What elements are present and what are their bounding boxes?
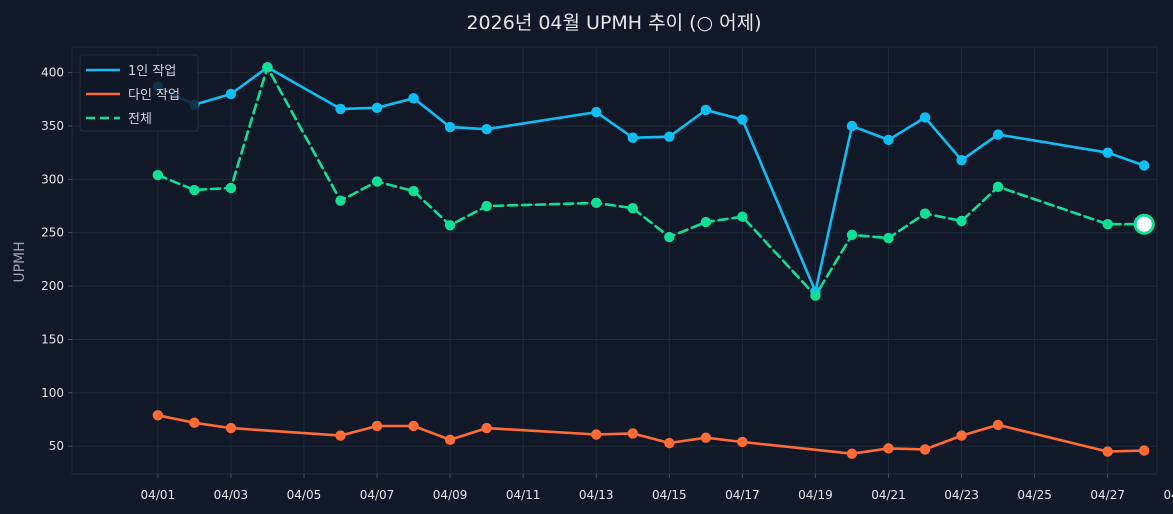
data-point [1102, 147, 1113, 158]
data-point [591, 197, 602, 209]
x-tick-label: 04/27 [1090, 488, 1125, 502]
data-point [335, 430, 346, 441]
data-point [956, 215, 967, 227]
data-point [627, 202, 638, 214]
data-point [371, 102, 383, 114]
legend-label-0: 1인 작업 [128, 64, 176, 79]
data-point [700, 104, 712, 116]
data-point [883, 134, 894, 146]
data-point [225, 422, 237, 434]
series-line-1 [156, 413, 1146, 456]
data-point [481, 422, 492, 434]
data-point [335, 195, 346, 206]
y-tick-label: 400 [41, 66, 64, 80]
data-point [883, 443, 894, 454]
x-tick-label: 04/01 [141, 488, 176, 502]
data-point [846, 229, 858, 241]
x-tick-label: 04/13 [579, 488, 614, 502]
data-point [481, 123, 492, 135]
data-point [810, 290, 821, 301]
data-point [627, 132, 638, 143]
data-point [919, 444, 931, 455]
data-point [919, 208, 931, 219]
x-tick-label: 04/11 [506, 488, 541, 502]
yesterday-highlight-marker [1133, 213, 1155, 235]
data-point [992, 181, 1004, 193]
x-tick-label: 04/05 [287, 488, 322, 502]
axes: 50 100 150 200 250 300 350 400 04/01 04/03 04/05 04… [41, 66, 1173, 502]
x-tick-label: 04/23 [944, 488, 979, 502]
y-tick-label: 250 [41, 226, 64, 240]
legend-box [79, 54, 199, 132]
data-point [371, 176, 383, 187]
x-tick-label: 04/25 [1017, 488, 1052, 502]
x-tick-label: 04/19 [798, 488, 833, 502]
data-point [225, 182, 237, 194]
data-point [664, 131, 675, 142]
data-point [408, 420, 419, 432]
series-line-2 [156, 66, 1146, 298]
series-line-0 [156, 66, 1146, 293]
data-point [737, 114, 748, 125]
data-point [1139, 445, 1150, 456]
data-point [846, 120, 858, 132]
x-tick-label: 04/07 [360, 488, 395, 502]
x-tick-label: 04/17 [725, 488, 760, 502]
y-tick-label: 100 [41, 386, 64, 400]
data-point [883, 232, 894, 244]
data-point [1139, 160, 1150, 171]
data-point [408, 93, 419, 104]
y-tick-label: 300 [41, 172, 64, 186]
data-point [664, 437, 675, 449]
data-point [189, 417, 200, 428]
legend-label-1: 다인 작업 [128, 88, 180, 103]
data-point [1102, 446, 1113, 457]
data-point [700, 432, 712, 443]
y-tick-label: 350 [41, 119, 64, 133]
data-point [737, 211, 748, 222]
data-point [956, 154, 967, 166]
data-point [481, 200, 492, 212]
y-tick-label: 150 [41, 332, 64, 346]
x-tick-label: 04/21 [871, 488, 906, 502]
data-point [371, 420, 383, 432]
data-point [919, 112, 931, 123]
data-point [225, 88, 237, 100]
data-point [444, 434, 456, 446]
data-point [444, 121, 456, 133]
x-tick-label: 04/03 [214, 488, 249, 502]
data-point [737, 436, 748, 448]
data-point [152, 169, 164, 181]
data-point [992, 419, 1004, 431]
data-point [1102, 219, 1113, 230]
data-point [591, 429, 602, 440]
data-point [335, 103, 346, 115]
data-point [152, 410, 164, 421]
x-tick-label: 04/15 [652, 488, 687, 502]
data-point [444, 220, 456, 231]
y-axis-title: UPMH [12, 241, 28, 282]
data-point [846, 448, 858, 459]
data-point [262, 62, 273, 73]
y-tick-label: 50 [49, 439, 64, 453]
y-tick-label: 200 [41, 279, 64, 293]
data-point [591, 106, 602, 118]
x-tick-label: 04/09 [433, 488, 468, 502]
x-tick-label: 04/29 [1163, 488, 1173, 502]
series-layer [152, 62, 1155, 459]
plot-area [71, 46, 1158, 475]
data-point [700, 216, 712, 228]
data-point [189, 184, 200, 196]
data-point [664, 231, 675, 243]
data-point [408, 185, 419, 197]
data-point [956, 430, 967, 441]
chart-title: 2026년 04월 UPMH 추이 (○ 어제) [466, 12, 761, 34]
legend-label-2: 전체 [128, 112, 152, 127]
data-point [992, 129, 1004, 140]
data-point [627, 428, 638, 439]
